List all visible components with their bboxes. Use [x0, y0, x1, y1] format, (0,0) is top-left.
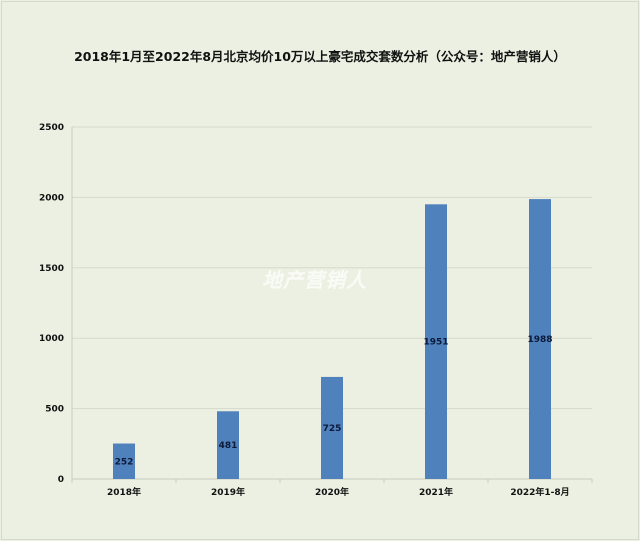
y-tick-label: 2500: [39, 123, 64, 133]
data-label: 1988: [527, 335, 552, 345]
bar-2022年1-8月: [529, 199, 551, 479]
y-tick-label: 500: [45, 405, 64, 415]
chart-title: 2018年1月至2022年8月北京均价10万以上豪宅成交套数分析（公众号：地产营…: [74, 49, 566, 64]
x-tick-label: 2022年1-8月: [510, 486, 569, 498]
bar-2021年: [425, 204, 447, 479]
data-label: 481: [219, 441, 238, 451]
data-label: 252: [115, 457, 134, 467]
y-tick-label: 1500: [39, 264, 64, 274]
data-label: 725: [323, 424, 342, 434]
bar-2018年: [113, 443, 135, 479]
y-tick-label: 1000: [39, 334, 64, 344]
watermark-logo: 地产营销人: [262, 268, 367, 292]
x-tick-label: 2019年: [211, 486, 245, 498]
data-label: 1951: [423, 338, 448, 348]
y-tick-label: 2000: [39, 193, 64, 203]
x-tick-label: 2018年: [107, 486, 141, 498]
bar-2020年: [321, 376, 343, 479]
y-tick-label: 0: [58, 475, 64, 485]
x-tick-label: 2020年: [315, 486, 349, 498]
bar-2019年: [217, 411, 239, 479]
x-tick-label: 2021年: [419, 486, 453, 498]
